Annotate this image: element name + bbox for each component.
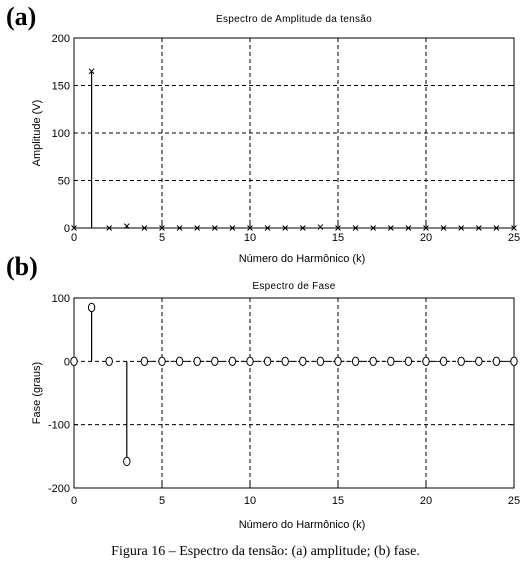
y-tick-label: 0 [64,223,70,235]
x-tick-label: 20 [420,495,432,507]
stem-marker-o [70,356,78,367]
stem-marker-x [475,225,482,231]
x-tick-label: 0 [71,495,77,507]
stem-marker-x [88,68,95,75]
stem-marker-x [159,225,165,231]
y-tick-label: 100 [52,293,70,305]
figure-caption: Figura 16 – Espectro da tensão: (a) ampl… [111,544,420,559]
x-tick-label: 25 [508,232,520,244]
stem-marker-o [140,356,149,367]
stem-marker-o [299,356,307,367]
chart-b: 0 5 10 15 20 25 -200 -100 0 100 Espectro de Fase Nú… [31,281,520,531]
x-tick-label: 0 [71,232,77,244]
x-tick-label: 10 [244,232,256,244]
stem-marker-x [106,225,113,231]
stem-marker-x [493,225,500,231]
x-tick-label: 10 [244,495,256,507]
chart-title: Espectro de Amplitude da tensão [216,14,372,25]
stem-marker-x [211,225,218,231]
x-tick-label: 20 [420,232,432,244]
x-axis-label: Número do Harmônico (k) [239,253,366,265]
stem-marker-o [387,356,395,367]
stem-marker-x [71,225,77,231]
stem-marker-o [404,356,413,367]
x-tick-label: 25 [508,495,520,507]
stem-marker-x [440,225,447,231]
stem-marker-x [264,225,271,231]
stem-marker-x [405,225,412,231]
stem-marker-o [439,356,448,367]
stem-marker-o [87,302,96,313]
stem-marker-x [229,225,236,231]
chart-a: 0 5 10 15 20 25 0 50 100 150 200 Espectro de Amplit… [31,14,520,265]
stem-marker-o [246,356,254,367]
stem-marker-x [370,225,377,231]
panel-label-a: (a) [6,2,37,31]
x-tick-label: 15 [332,232,344,244]
stem-marker-o [475,356,483,367]
stem-marker-x [299,225,306,231]
x-axis-label: Número do Harmônico (k) [239,519,366,531]
stem-marker-o [334,356,342,367]
stem-marker-x [317,224,324,230]
x-tick-label: 5 [159,232,165,244]
stem-marker-x [123,223,130,229]
y-tick-label: 100 [52,128,70,140]
y-tick-label: 50 [58,176,70,188]
stem-marker-o [123,456,131,467]
stem-marker-o [369,356,377,367]
y-tick-label: -200 [48,483,70,495]
stem-marker-x [194,225,201,231]
panel-label-b: (b) [6,252,38,281]
stem-marker-o [492,356,501,367]
stem-marker-o [510,356,518,367]
stem-marker-o [316,356,325,367]
stem-marker-x [282,225,289,231]
stem-marker-o [351,356,360,367]
chart-title: Espectro de Fase [252,281,335,292]
stem-marker-x [335,225,341,231]
stem-marker-x [247,225,253,231]
stem-marker-x [423,225,429,231]
y-tick-label: 0 [64,356,70,368]
y-axis-label: Fase (graus) [31,362,43,424]
stem-marker-o [158,356,166,367]
stem-marker-o [175,356,184,367]
stem-marker-x [352,225,359,231]
stem-marker-o [211,356,219,367]
x-tick-label: 15 [332,495,344,507]
stem-marker-x [141,225,148,231]
stem-marker-o [457,356,465,367]
stem-marker-x [458,225,465,231]
x-tick-label: 5 [159,495,165,507]
y-axis-label: Amplitude (V) [31,100,43,167]
stem-marker-o [228,356,237,367]
y-tick-label: 150 [52,81,70,93]
stem-marker-x [387,225,394,231]
y-tick-label: 200 [52,33,70,45]
stem-marker-o [281,356,289,367]
plot-frame [73,297,515,489]
stem-marker-o [422,356,430,367]
y-tick-label: -100 [48,420,70,432]
stem-marker-o [193,356,201,367]
stem-marker-x [511,225,517,231]
stem-marker-o [105,356,113,367]
stem-marker-o [263,356,272,367]
stem-marker-x [176,225,183,231]
